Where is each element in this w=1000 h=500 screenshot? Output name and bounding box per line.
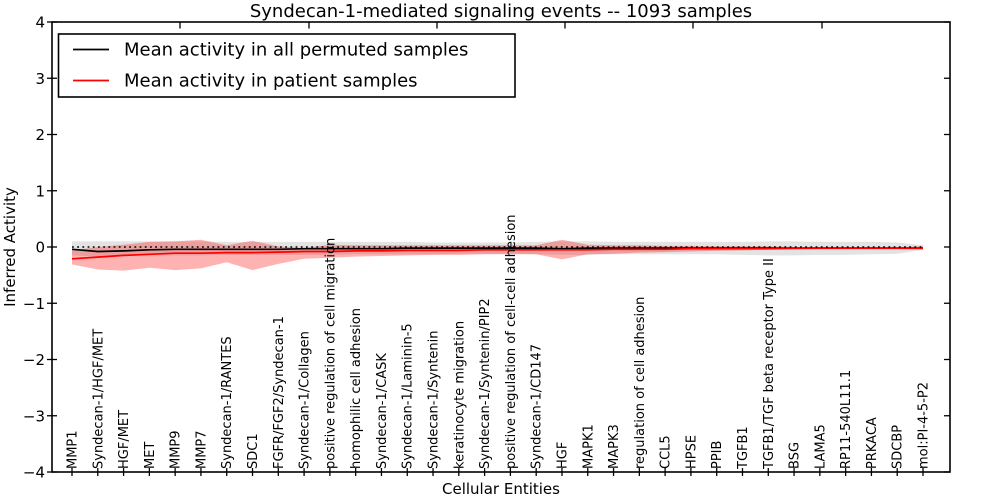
y-tick-label: −1 <box>23 295 45 313</box>
y-tick-label: 4 <box>35 14 45 32</box>
y-tick-label: −4 <box>23 464 45 482</box>
x-tick-label: MAPK1 <box>581 424 596 469</box>
y-tick-label: 2 <box>35 126 45 144</box>
chart-title: Syndecan-1-mediated signaling events -- … <box>250 1 752 22</box>
x-tick-label: SDCBP <box>891 425 906 469</box>
x-tick-label: LAMA5 <box>813 424 828 469</box>
x-tick-label: Syndecan-1/Collagen <box>298 331 313 469</box>
x-tick-label: HGF/MET <box>117 410 132 469</box>
x-tick-label: MAPK3 <box>607 424 622 469</box>
x-tick-label: MMP1 <box>66 430 81 469</box>
x-tick-label: positive regulation of cell-cell adhesio… <box>504 214 519 469</box>
y-tick-label: 0 <box>35 239 45 257</box>
x-tick-label: BSG <box>788 442 803 469</box>
legend-permuted-label: Mean activity in all permuted samples <box>124 40 468 61</box>
y-tick-label: −3 <box>23 407 45 425</box>
x-tick-label: MET <box>143 442 158 469</box>
x-tick-label: Syndecan-1/CD147 <box>530 344 545 469</box>
x-tick-label: PRKACA <box>865 417 880 469</box>
y-axis-label: Inferred Activity <box>1 187 19 307</box>
x-tick-label: Syndecan-1/HGF/MET <box>91 329 106 469</box>
x-tick-label: keratinocyte migration <box>452 321 467 469</box>
legend-box <box>57 33 516 98</box>
patient-mean-line <box>71 247 923 260</box>
x-tick-label: SDC1 <box>246 433 261 469</box>
x-tick-label: PPIB <box>710 441 725 469</box>
x-tick-label: MMP7 <box>194 430 209 469</box>
x-tick-label: homophilic cell adhesion <box>349 308 364 469</box>
legend-patient-label: Mean activity in patient samples <box>124 71 418 92</box>
x-tick-label: mol:PI-4-5-P2 <box>917 382 932 469</box>
x-tick-label: CCL5 <box>659 435 674 469</box>
x-tick-label: Syndecan-1/Syntenin <box>427 331 442 470</box>
x-axis-label: Cellular Entities <box>442 480 560 498</box>
x-tick-label: Syndecan-1/Syntenin/PIP2 <box>478 298 493 469</box>
x-tick-label: RP11-540L11.1 <box>839 370 854 469</box>
y-tick-label: −2 <box>23 351 45 369</box>
x-tick-label: TGFB1/TGF beta receptor Type II <box>762 258 777 470</box>
x-tick-label: FGFR/FGF2/Syndecan-1 <box>272 316 287 469</box>
x-tick-label: Syndecan-1/RANTES <box>220 336 235 469</box>
plot-area: 4 3 2 1 0 −1 −2 −3 −4 MMP1 Syndecan-1/HGF/MET HGF/M… <box>23 14 951 482</box>
x-tick-label: Syndecan-1/Laminin-5 <box>401 323 416 469</box>
legend: Mean activity in all permuted samples Me… <box>57 33 516 98</box>
x-tick-label: positive regulation of cell migration <box>323 238 338 469</box>
y-tick-label: 1 <box>35 182 45 200</box>
y-tick-label: 3 <box>35 70 45 88</box>
x-tick-label: TGFB1 <box>736 426 751 470</box>
x-tick-label: HGF <box>556 442 571 469</box>
x-tick-label: MMP9 <box>169 430 184 469</box>
x-tick-label: regulation of cell adhesion <box>633 297 648 469</box>
x-tick-label: Syndecan-1/CASK <box>375 353 390 469</box>
x-tick-label: HPSE <box>684 435 699 469</box>
